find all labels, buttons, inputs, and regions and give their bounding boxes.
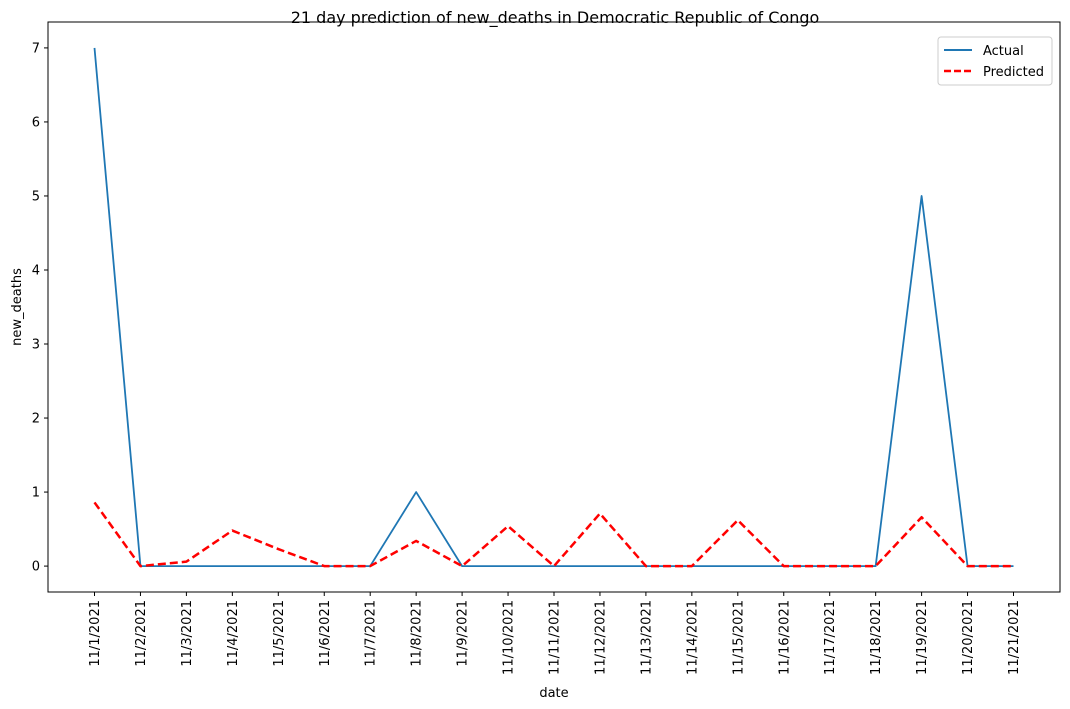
y-tick-label: 3 [32,338,40,353]
x-tick-label: 11/6/2021 [318,600,333,667]
y-tick-label: 4 [32,263,40,278]
x-tick-label: 11/7/2021 [364,600,379,667]
x-tick-label: 11/13/2021 [639,600,654,675]
x-tick-label: 11/17/2021 [823,600,838,675]
x-tick-label: 11/5/2021 [272,600,287,667]
series-line-actual [93,47,1014,567]
x-tick-label: 11/18/2021 [869,600,884,675]
x-tick-label: 11/11/2021 [548,600,563,675]
series-lines [93,47,1014,568]
x-tick-label: 11/16/2021 [777,600,792,675]
legend: Actual Predicted [937,36,1053,86]
legend-label-actual: Actual [983,44,1024,59]
x-tick-label: 11/1/2021 [88,600,103,667]
y-tick-label: 0 [32,560,40,575]
legend-label-predicted: Predicted [983,65,1044,80]
y-tick-label: 2 [32,412,40,427]
x-tick-label: 11/9/2021 [456,600,471,667]
y-tick-label: 6 [32,115,40,130]
x-tick-label: 11/10/2021 [502,600,517,675]
x-tick-label: 11/3/2021 [180,600,195,667]
x-tick-label: 11/19/2021 [915,600,930,675]
x-tick-label: 11/8/2021 [410,600,425,667]
y-tick-label: 1 [32,486,40,501]
x-tick-label: 11/21/2021 [1007,600,1022,675]
y-axis: 0 1 2 3 4 5 6 7 [32,41,48,575]
x-tick-label: 11/4/2021 [226,600,241,667]
series-line-predicted [93,501,1014,568]
x-tick-label: 11/15/2021 [731,600,746,675]
chart-title: 21 day prediction of new_deaths in Democ… [291,8,820,28]
x-tick-label: 11/2/2021 [134,600,149,667]
x-tick-label: 11/20/2021 [961,600,976,675]
x-tick-label: 11/12/2021 [593,600,608,675]
y-tick-label: 7 [32,41,40,56]
y-axis-label: new_deaths [10,268,25,346]
x-axis-label: date [539,686,568,701]
y-tick-label: 5 [32,189,40,204]
x-axis: 11/1/2021 11/2/2021 11/3/2021 11/4/2021 11/5… [88,592,1022,675]
x-tick-label: 11/14/2021 [685,600,700,675]
